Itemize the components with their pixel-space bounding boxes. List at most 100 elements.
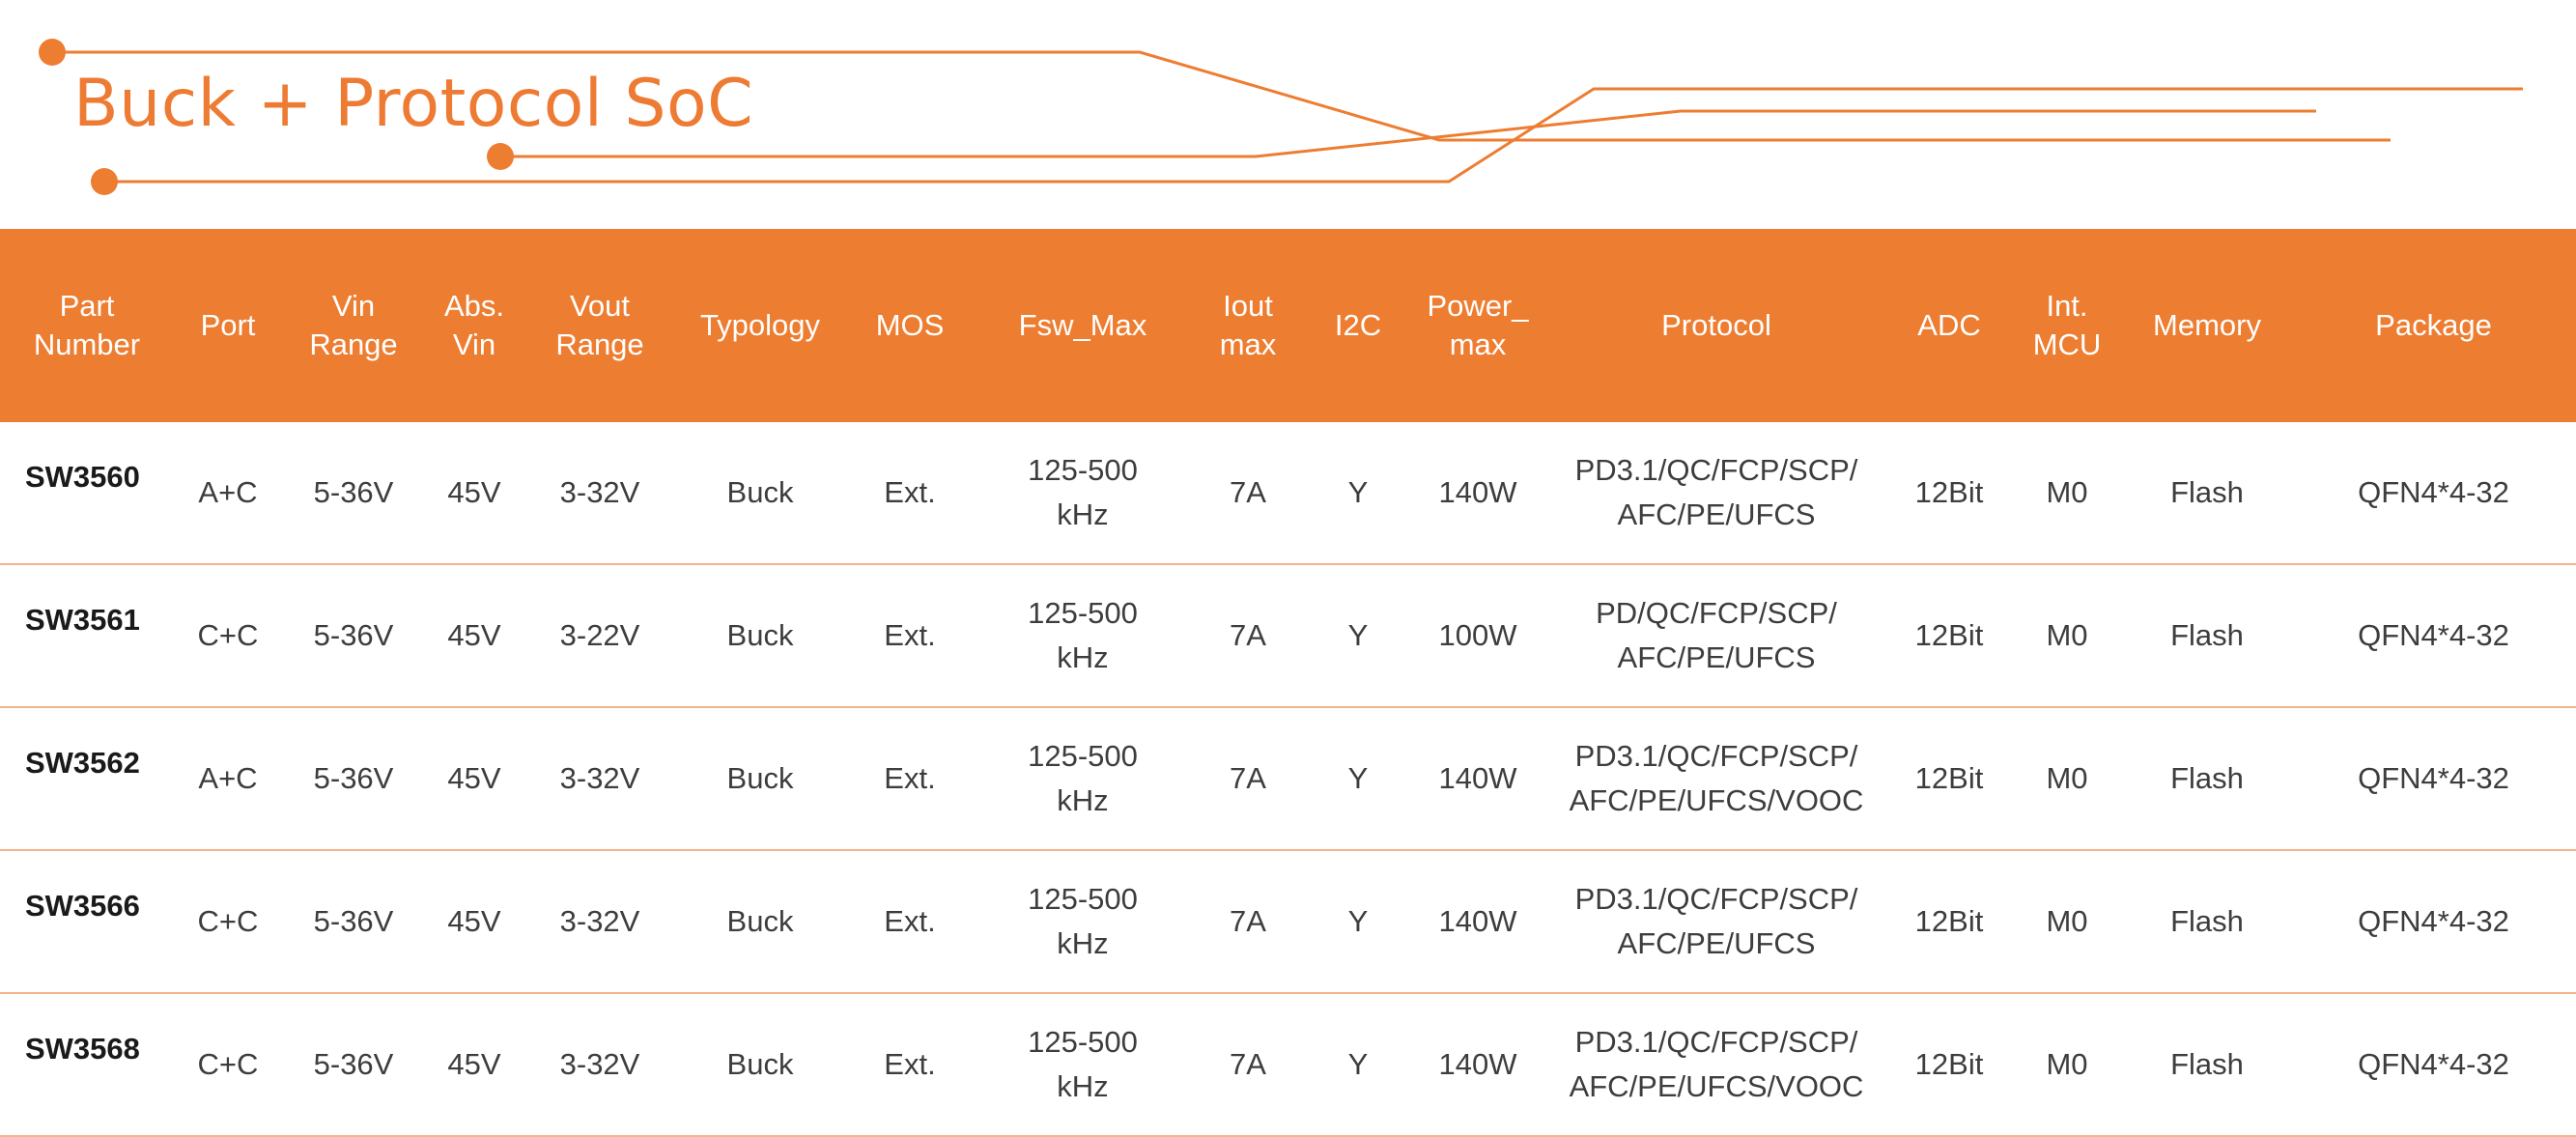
table-cell: QFN4*4-32 (2291, 707, 2576, 851)
table-cell: Ext. (844, 993, 976, 1137)
table-cell: 140W (1410, 422, 1545, 565)
table-cell: Buck (676, 707, 844, 851)
circuit-trace-decoration (39, 39, 2523, 195)
column-header: Protocol (1545, 229, 1887, 422)
table-cell: 45V (425, 422, 524, 565)
column-header: Part Number (0, 229, 174, 422)
table-cell: QFN4*4-32 (2291, 564, 2576, 708)
column-header: ADC (1887, 229, 2011, 422)
part-number-cell: SW3566 (0, 850, 174, 994)
table-cell: 100W (1410, 564, 1545, 708)
table-cell: 12Bit (1887, 850, 2011, 994)
trace-line-1 (52, 50, 2391, 142)
table-cell: Flash (2123, 564, 2291, 708)
table-cell: 125-500 kHz (976, 850, 1190, 994)
column-header: Fsw_Max (976, 229, 1190, 422)
table-cell: 5-36V (282, 707, 425, 851)
table-cell: M0 (2011, 422, 2123, 565)
table-cell: Y (1306, 422, 1410, 565)
part-number-cell: SW3560 (0, 422, 174, 565)
column-header: MOS (844, 229, 976, 422)
table-cell: Buck (676, 850, 844, 994)
table-cell: Buck (676, 422, 844, 565)
column-header: I2C (1306, 229, 1410, 422)
part-number-cell: SW3568 (0, 993, 174, 1137)
column-header: Abs. Vin (425, 229, 524, 422)
table-cell: M0 (2011, 993, 2123, 1137)
table-cell: Flash (2123, 707, 2291, 851)
table-cell: PD3.1/QC/FCP/SCP/ AFC/PE/UFCS/VOOC (1545, 707, 1887, 851)
table-cell: 45V (425, 993, 524, 1137)
table-cell: Ext. (844, 707, 976, 851)
table-cell: C+C (174, 564, 282, 708)
table-cell: 12Bit (1887, 707, 2011, 851)
table-cell: 125-500 kHz (976, 993, 1190, 1137)
table-cell: Buck (676, 564, 844, 708)
table-cell: 125-500 kHz (976, 707, 1190, 851)
table-cell: 3-32V (524, 850, 676, 994)
table-cell: 3-32V (524, 707, 676, 851)
table-header: Part Number Port Vin Range Abs. Vin Vout Ran… (0, 229, 2576, 422)
table-cell: 5-36V (282, 993, 425, 1137)
table-cell: 7A (1190, 993, 1306, 1137)
table-cell: 45V (425, 707, 524, 851)
table-cell: Buck (676, 993, 844, 1137)
table-cell: A+C (174, 707, 282, 851)
table-cell: PD/QC/FCP/SCP/ AFC/PE/UFCS (1545, 564, 1887, 708)
trace-node-1 (39, 39, 66, 66)
table-cell: Y (1306, 707, 1410, 851)
table-cell: Ext. (844, 422, 976, 565)
column-header: Port (174, 229, 282, 422)
table-cell: 7A (1190, 707, 1306, 851)
table-cell: 5-36V (282, 422, 425, 565)
table-cell: Y (1306, 850, 1410, 994)
trace-node-2 (487, 143, 514, 170)
table-cell: A+C (174, 422, 282, 565)
table-row: SW3566 C+C 5-36V 45V 3-32V Buck Ext. 125-500 kH… (0, 850, 2576, 994)
column-header: Int. MCU (2011, 229, 2123, 422)
table-cell: QFN4*4-32 (2291, 850, 2576, 994)
table-cell: Flash (2123, 850, 2291, 994)
table-cell: PD3.1/QC/FCP/SCP/ AFC/PE/UFCS (1545, 422, 1887, 565)
table-row: SW3562 A+C 5-36V 45V 3-32V Buck Ext. 125-500 kH… (0, 707, 2576, 851)
table-cell: QFN4*4-32 (2291, 993, 2576, 1137)
table-cell: Ext. (844, 564, 976, 708)
table-cell: M0 (2011, 564, 2123, 708)
table-cell: QFN4*4-32 (2291, 422, 2576, 565)
table-cell: PD3.1/QC/FCP/SCP/ AFC/PE/UFCS/VOOC (1545, 993, 1887, 1137)
table-cell: Y (1306, 564, 1410, 708)
table-row: SW3568 C+C 5-36V 45V 3-32V Buck Ext. 125-500 kH… (0, 993, 2576, 1137)
table-cell: 7A (1190, 422, 1306, 565)
table-cell: 3-32V (524, 993, 676, 1137)
table-cell: M0 (2011, 707, 2123, 851)
header-row: Part Number Port Vin Range Abs. Vin Vout Ran… (0, 229, 2576, 422)
table-cell: Flash (2123, 993, 2291, 1137)
table-cell: 7A (1190, 850, 1306, 994)
table-cell: 12Bit (1887, 993, 2011, 1137)
table-cell: 5-36V (282, 564, 425, 708)
table-cell: 125-500 kHz (976, 422, 1190, 565)
spec-table: Part Number Port Vin Range Abs. Vin Vout Ran… (0, 229, 2576, 1137)
table-cell: C+C (174, 993, 282, 1137)
part-number-cell: SW3561 (0, 564, 174, 708)
table-cell: 45V (425, 564, 524, 708)
table-cell: 45V (425, 850, 524, 994)
table-cell: 140W (1410, 707, 1545, 851)
table-cell: 12Bit (1887, 422, 2011, 565)
column-header: Vin Range (282, 229, 425, 422)
trace-line-2 (500, 109, 2316, 158)
part-number-cell: SW3562 (0, 707, 174, 851)
table-cell: 125-500 kHz (976, 564, 1190, 708)
table-cell: Ext. (844, 850, 976, 994)
column-header: Memory (2123, 229, 2291, 422)
table-cell: C+C (174, 850, 282, 994)
column-header: Vout Range (524, 229, 676, 422)
table-cell: PD3.1/QC/FCP/SCP/ AFC/PE/UFCS (1545, 850, 1887, 994)
page-title: Buck + Protocol SoC (73, 66, 754, 142)
table-cell: 140W (1410, 993, 1545, 1137)
table-cell: Flash (2123, 422, 2291, 565)
column-header: Power_ max (1410, 229, 1545, 422)
table-cell: 7A (1190, 564, 1306, 708)
trace-line-3 (104, 87, 2523, 184)
trace-node-3 (91, 168, 118, 195)
